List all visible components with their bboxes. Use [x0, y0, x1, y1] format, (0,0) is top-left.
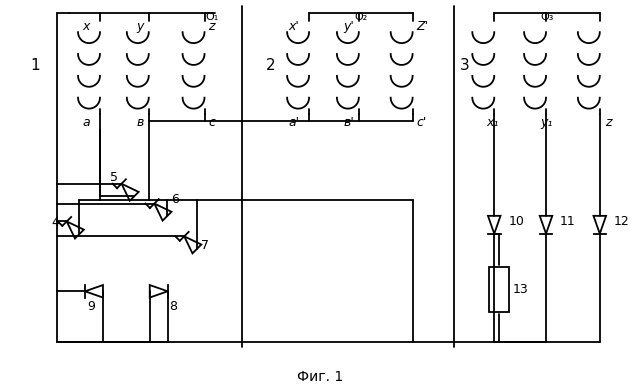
Text: Z': Z' — [417, 20, 429, 33]
Text: x: x — [83, 20, 90, 33]
Text: 4: 4 — [51, 216, 59, 229]
Polygon shape — [184, 236, 202, 253]
Text: 6: 6 — [171, 194, 179, 206]
Text: в: в — [136, 116, 144, 128]
Polygon shape — [488, 216, 500, 234]
Text: 13: 13 — [513, 283, 529, 296]
Polygon shape — [150, 285, 168, 298]
Text: z: z — [209, 20, 215, 33]
Text: Фиг. 1: Фиг. 1 — [297, 370, 343, 384]
Polygon shape — [154, 204, 172, 221]
Text: 5: 5 — [110, 171, 118, 184]
Text: у: у — [136, 20, 144, 33]
Text: 10: 10 — [508, 215, 524, 228]
Text: 11: 11 — [560, 215, 576, 228]
Polygon shape — [67, 222, 84, 239]
Polygon shape — [85, 285, 103, 298]
Text: a': a' — [288, 116, 299, 128]
Text: 1: 1 — [31, 59, 40, 73]
Text: а: а — [83, 116, 90, 128]
Polygon shape — [540, 216, 552, 234]
Text: 12: 12 — [614, 215, 630, 228]
Text: 7: 7 — [200, 239, 209, 252]
Text: 9: 9 — [87, 300, 95, 313]
Text: 2: 2 — [266, 59, 275, 73]
Text: 8: 8 — [169, 300, 177, 313]
Text: в': в' — [343, 116, 354, 128]
Text: x₁: x₁ — [486, 116, 499, 128]
Text: O₃: O₃ — [540, 12, 554, 23]
Text: y': y' — [343, 20, 354, 33]
Text: c': c' — [417, 116, 427, 128]
Text: z: z — [605, 116, 611, 128]
Text: 3: 3 — [460, 59, 469, 73]
Text: у₁: у₁ — [540, 116, 552, 128]
Text: x': x' — [289, 20, 299, 33]
Text: с: с — [209, 116, 216, 128]
Bar — [489, 267, 509, 312]
Text: O₁: O₁ — [205, 12, 219, 23]
Polygon shape — [593, 216, 606, 234]
Polygon shape — [122, 184, 139, 201]
Text: O₂: O₂ — [354, 12, 367, 23]
